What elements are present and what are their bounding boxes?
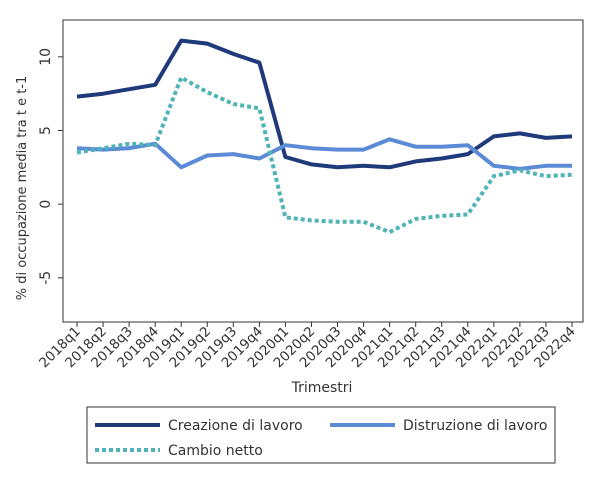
series-line-3 xyxy=(76,75,573,235)
plot-area xyxy=(62,19,584,323)
legend-label-1: Creazione di lavoro xyxy=(168,418,303,434)
series-line-2 xyxy=(76,137,572,171)
x-axis-label: Trimestri xyxy=(291,380,353,396)
legend-box xyxy=(86,406,556,464)
legend: Creazione di lavoro Distruzione di lavoro… xyxy=(86,406,556,464)
y-tick-label: 10 xyxy=(38,48,54,66)
legend-label-3: Cambio netto xyxy=(168,443,263,459)
y-tick-label: -5 xyxy=(38,271,54,285)
series-group xyxy=(76,38,573,235)
plot-frame xyxy=(62,19,584,323)
legend-label-2: Distruzione di lavoro xyxy=(403,418,547,434)
y-axis-label: % di occupazione media tra t e t-1 xyxy=(15,76,30,301)
y-tick-label: 0 xyxy=(38,200,54,209)
y-axis: -5 0 5 10 xyxy=(38,48,63,285)
series-line-1 xyxy=(76,38,573,170)
y-tick-label: 5 xyxy=(38,126,54,135)
x-axis: 2018q12018q22018q32018q42019q12019q22019… xyxy=(36,322,579,371)
